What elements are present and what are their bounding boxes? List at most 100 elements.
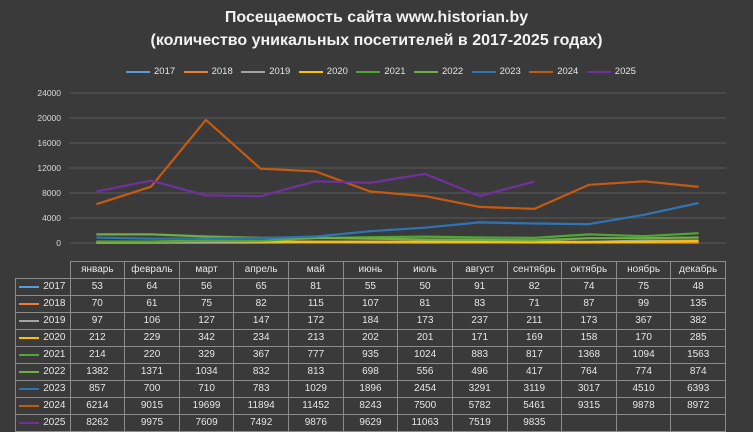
table-cell: 91 — [452, 279, 507, 296]
y-tick-label: 8000 — [42, 188, 61, 198]
table-cell: 65 — [234, 279, 289, 296]
row-swatch — [19, 422, 39, 424]
table-cell: 9315 — [562, 398, 617, 415]
table-cell: 1024 — [398, 347, 453, 364]
table-cell: 764 — [562, 364, 617, 381]
table-cell: 211 — [507, 313, 562, 330]
table-cell: 1034 — [179, 364, 234, 381]
table-cell: 342 — [179, 330, 234, 347]
row-label: 2017 — [43, 279, 65, 295]
table-cell: 82 — [234, 296, 289, 313]
table-corner — [16, 262, 71, 279]
row-swatch — [19, 354, 39, 356]
table-cell: 229 — [125, 330, 180, 347]
table-cell: 3017 — [562, 381, 617, 398]
table-cell: 11063 — [398, 415, 453, 432]
table-cell: 7519 — [452, 415, 507, 432]
table-cell: 382 — [671, 313, 726, 330]
table-cell: 5461 — [507, 398, 562, 415]
table-cell: 367 — [234, 347, 289, 364]
y-tick-label: 4000 — [42, 213, 61, 223]
x-tick-label: август — [452, 262, 507, 279]
row-header-2023: 2023 — [16, 381, 71, 398]
table-cell: 97 — [70, 313, 125, 330]
table-cell: 8262 — [70, 415, 125, 432]
row-label: 2021 — [43, 347, 65, 363]
table-cell: 202 — [343, 330, 398, 347]
table-cell: 4510 — [616, 381, 671, 398]
row-swatch — [19, 320, 39, 322]
table-cell: 237 — [452, 313, 507, 330]
table-cell: 11894 — [234, 398, 289, 415]
table-cell: 82 — [507, 279, 562, 296]
table-cell: 8972 — [671, 398, 726, 415]
table-cell: 55 — [343, 279, 398, 296]
row-header-2020: 2020 — [16, 330, 71, 347]
table-cell: 99 — [616, 296, 671, 313]
table-cell: 70 — [70, 296, 125, 313]
table-cell: 127 — [179, 313, 234, 330]
table-cell: 50 — [398, 279, 453, 296]
table-cell: 813 — [289, 364, 344, 381]
row-label: 2022 — [43, 364, 65, 380]
table-cell: 11452 — [289, 398, 344, 415]
table-cell — [616, 415, 671, 432]
table-cell — [562, 415, 617, 432]
table-cell: 213 — [289, 330, 344, 347]
series-line-2024 — [96, 120, 698, 209]
x-tick-label: январь — [70, 262, 125, 279]
table-cell: 1563 — [671, 347, 726, 364]
row-swatch — [19, 405, 39, 407]
table-cell: 158 — [562, 330, 617, 347]
table-cell: 8243 — [343, 398, 398, 415]
row-swatch — [19, 286, 39, 288]
y-tick-label: 16000 — [37, 138, 61, 148]
table-cell: 329 — [179, 347, 234, 364]
table-cell: 75 — [179, 296, 234, 313]
row-header-2025: 2025 — [16, 415, 71, 432]
x-tick-label: июль — [398, 262, 453, 279]
table-cell: 9876 — [289, 415, 344, 432]
y-tick-label: 12000 — [37, 163, 61, 173]
x-tick-label: март — [179, 262, 234, 279]
row-label: 2024 — [43, 398, 65, 414]
table-cell: 3119 — [507, 381, 562, 398]
table-cell: 700 — [125, 381, 180, 398]
table-cell: 817 — [507, 347, 562, 364]
table-cell: 6214 — [70, 398, 125, 415]
x-tick-label: ноябрь — [616, 262, 671, 279]
table-cell: 147 — [234, 313, 289, 330]
table-cell: 5782 — [452, 398, 507, 415]
table-cell: 81 — [398, 296, 453, 313]
table-cell: 9015 — [125, 398, 180, 415]
table-cell: 783 — [234, 381, 289, 398]
table-cell: 710 — [179, 381, 234, 398]
table-cell: 698 — [343, 364, 398, 381]
row-label: 2020 — [43, 330, 65, 346]
x-tick-label: октябрь — [562, 262, 617, 279]
table-cell: 81 — [289, 279, 344, 296]
table-cell: 774 — [616, 364, 671, 381]
row-swatch — [19, 388, 39, 390]
table-cell: 883 — [452, 347, 507, 364]
table-cell: 777 — [289, 347, 344, 364]
y-tick-label: 24000 — [37, 88, 61, 98]
table-cell: 285 — [671, 330, 726, 347]
table-cell: 234 — [234, 330, 289, 347]
table-cell: 9629 — [343, 415, 398, 432]
table-cell: 7492 — [234, 415, 289, 432]
table-cell: 417 — [507, 364, 562, 381]
table-cell: 496 — [452, 364, 507, 381]
table-cell: 9878 — [616, 398, 671, 415]
row-swatch — [19, 371, 39, 373]
table-cell: 201 — [398, 330, 453, 347]
table-cell: 3291 — [452, 381, 507, 398]
row-header-2021: 2021 — [16, 347, 71, 364]
